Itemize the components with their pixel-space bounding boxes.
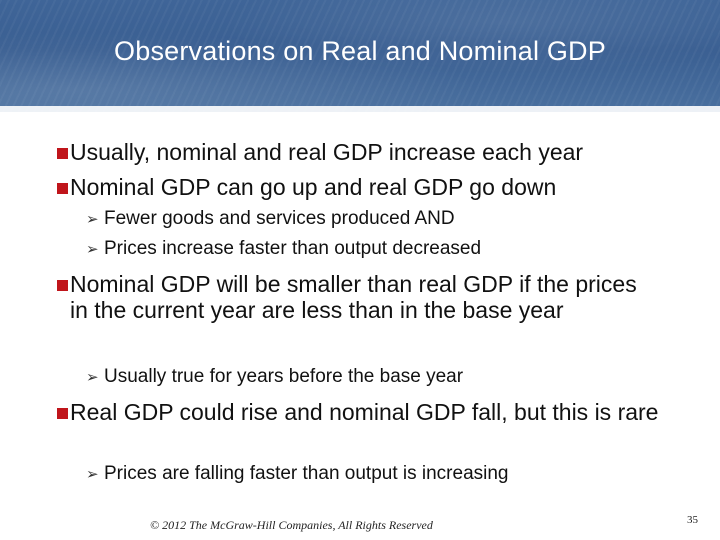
bullet-4-sub-1: Prices are falling faster than output is… [104, 463, 509, 484]
red-square-bullet-icon [57, 280, 68, 291]
bullet-2-sub-2: Prices increase faster than output decre… [104, 238, 482, 259]
bullet-3-sub-1: Usually true for years before the base y… [104, 366, 464, 387]
copyright-footer: © 2012 The McGraw-Hill Companies, All Ri… [150, 518, 433, 532]
arrow-bullet-icon: ➢ [86, 241, 99, 258]
bullet-3-text: Nominal GDP will be smaller than real GD… [70, 271, 637, 323]
red-square-bullet-icon [57, 183, 68, 194]
header-texture [0, 0, 720, 112]
arrow-bullet-icon: ➢ [86, 466, 99, 483]
bullet-2-text: Nominal GDP can go up and real GDP go do… [70, 174, 557, 200]
red-square-bullet-icon [57, 148, 68, 159]
arrow-bullet-icon: ➢ [86, 211, 99, 228]
arrow-bullet-icon: ➢ [86, 369, 99, 386]
slide-header: Observations on Real and Nominal GDP [0, 0, 720, 112]
header-divider [0, 106, 720, 112]
page-number: 35 [687, 514, 698, 526]
bullet-1-text: Usually, nominal and real GDP increase e… [70, 139, 584, 165]
bullet-2-sub-1: Fewer goods and services produced AND [104, 208, 455, 229]
slide-title: Observations on Real and Nominal GDP [114, 36, 606, 66]
bullet-4-text: Real GDP could rise and nominal GDP fall… [70, 399, 659, 425]
red-square-bullet-icon [57, 408, 68, 419]
